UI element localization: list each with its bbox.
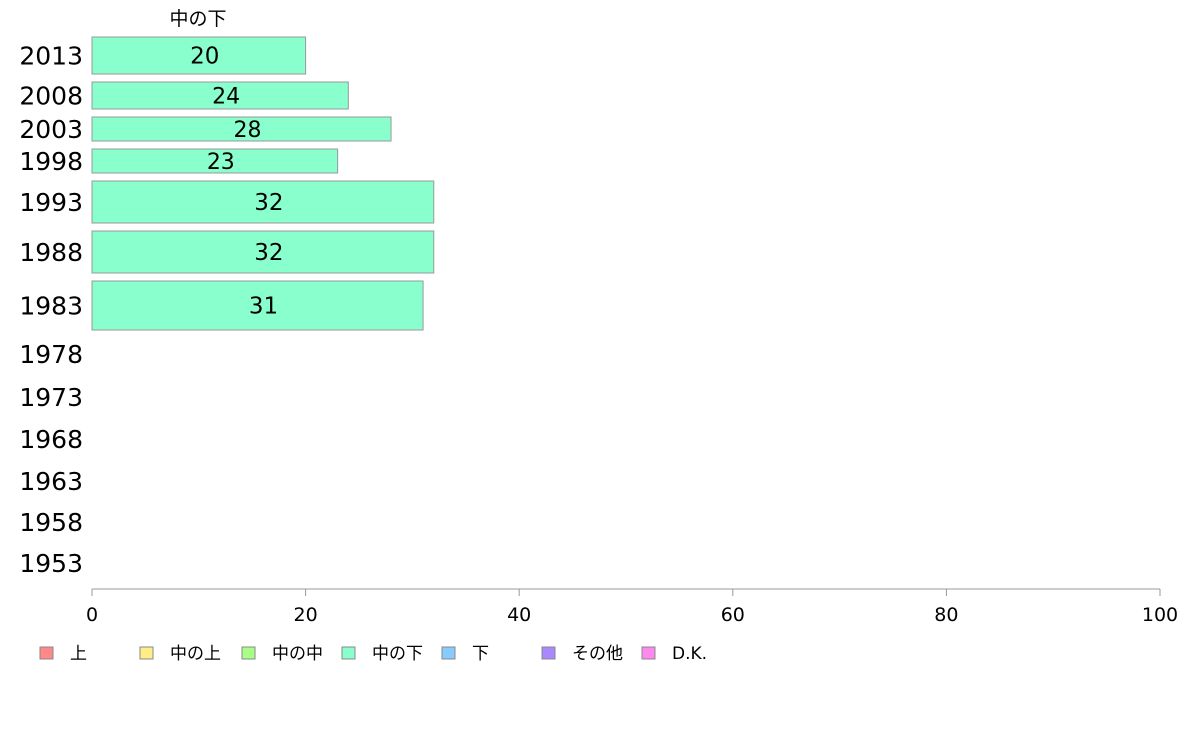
bar-value-label-1988: 32 — [254, 240, 283, 266]
x-tick-label-0: 0 — [86, 604, 98, 626]
legend-item-D.K.[interactable]: D.K. — [641, 644, 707, 664]
bar-value-label-1993: 32 — [254, 190, 283, 216]
y-tick-label-1998: 1998 — [19, 147, 83, 176]
bar-value-label-1998: 23 — [207, 150, 235, 175]
x-tick-label-40: 40 — [507, 604, 531, 626]
y-tick-label-1993: 1993 — [19, 188, 83, 217]
legend-swatch-D.K. — [641, 646, 656, 660]
legend-label-中の中: 中の中 — [272, 644, 323, 664]
y-tick-label-1978: 1978 — [19, 340, 83, 369]
legend-item-中の下[interactable]: 中の下 — [341, 644, 423, 664]
legend-label-D.K.: D.K. — [672, 644, 707, 664]
x-tick-label-100: 100 — [1142, 604, 1178, 626]
x-tick-label-20: 20 — [294, 604, 318, 626]
bar-1998[interactable] — [91, 148, 339, 174]
y-tick-label-2008: 2008 — [19, 82, 83, 111]
legend-swatch-その他 — [541, 646, 556, 660]
y-tick-label-1973: 1973 — [19, 383, 83, 412]
legend-item-上[interactable]: 上 — [39, 644, 87, 664]
chart-title: 中の下 — [169, 8, 226, 30]
bar-1993[interactable] — [91, 180, 435, 224]
legend-swatch-中の下 — [341, 646, 356, 660]
legend-swatch-上 — [39, 646, 54, 660]
y-tick-label-1958: 1958 — [19, 508, 83, 537]
y-tick-label-1988: 1988 — [19, 238, 83, 267]
legend-label-上: 上 — [70, 644, 87, 664]
x-tick-label-60: 60 — [721, 604, 745, 626]
bar-value-label-2008: 24 — [212, 85, 240, 110]
legend-label-その他: その他 — [572, 644, 623, 664]
x-tick-label-80: 80 — [934, 604, 958, 626]
legend-swatch-下 — [441, 646, 456, 660]
y-tick-label-1968: 1968 — [19, 425, 83, 454]
bar-2013[interactable] — [91, 36, 307, 75]
legend-item-中の上[interactable]: 中の上 — [139, 644, 221, 664]
bar-value-label-2013: 20 — [190, 44, 219, 70]
y-tick-label-1983: 1983 — [19, 292, 83, 321]
legend-item-中の中[interactable]: 中の中 — [241, 644, 323, 664]
y-tick-label-1953: 1953 — [19, 549, 83, 578]
bar-2003[interactable] — [91, 116, 392, 142]
bar-1988[interactable] — [91, 230, 435, 274]
y-tick-label-1963: 1963 — [19, 467, 83, 496]
legend-swatch-中の上 — [139, 646, 154, 660]
bar-value-label-1983: 31 — [249, 294, 278, 320]
y-tick-label-2003: 2003 — [19, 115, 83, 144]
bar-value-label-2003: 28 — [234, 118, 262, 143]
legend-item-その他[interactable]: その他 — [541, 644, 623, 664]
legend-swatch-中の中 — [241, 646, 256, 660]
y-tick-label-2013: 2013 — [19, 42, 83, 71]
legend-item-下[interactable]: 下 — [441, 644, 489, 664]
legend-label-下: 下 — [472, 644, 489, 664]
bar-2008[interactable] — [91, 81, 349, 110]
legend-label-中の下: 中の下 — [372, 644, 423, 664]
legend-label-中の上: 中の上 — [170, 644, 221, 664]
bar-1983[interactable] — [91, 280, 424, 331]
